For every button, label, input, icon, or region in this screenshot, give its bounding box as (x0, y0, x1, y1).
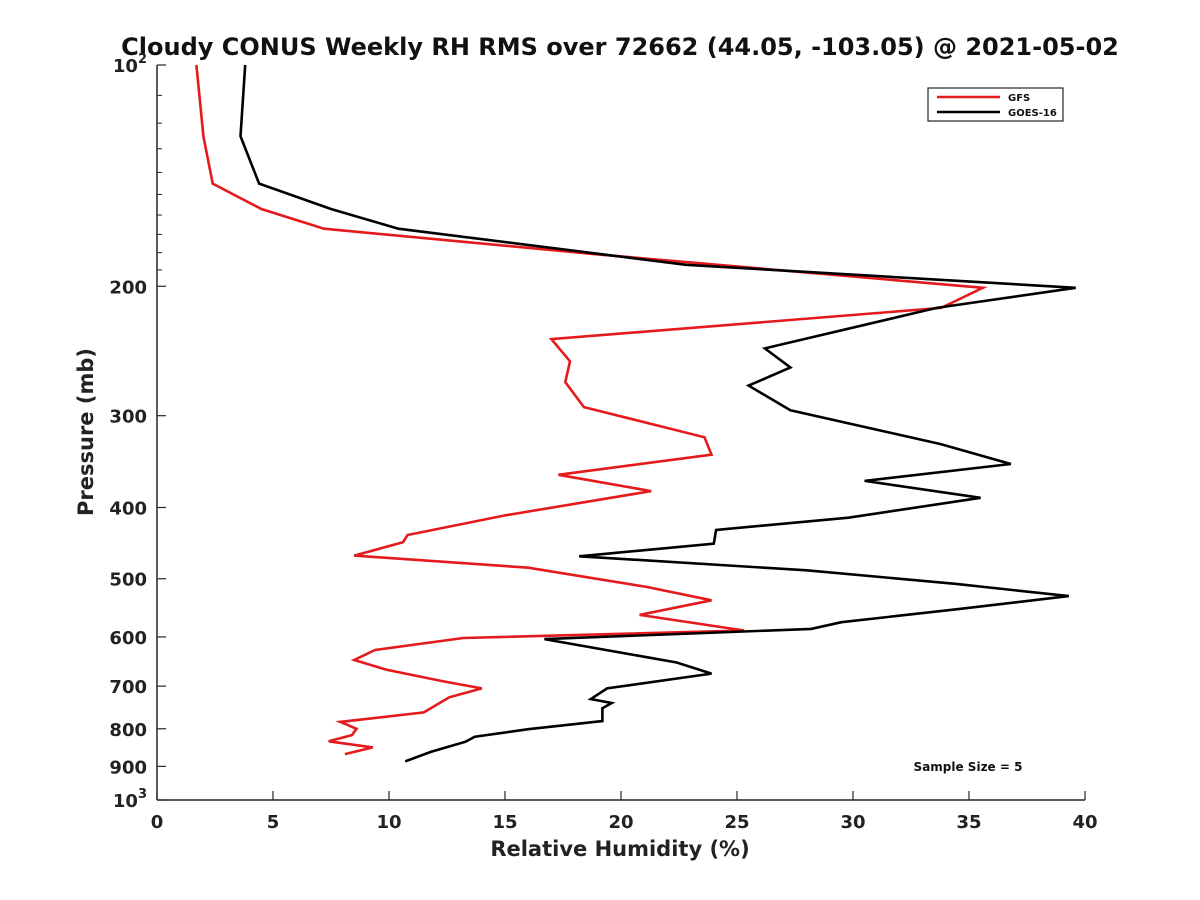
x-tick-label: 40 (1072, 812, 1097, 833)
y-tick-label: 103 (113, 787, 147, 812)
y-tick-label: 600 (109, 628, 147, 649)
x-tick-label: 30 (840, 812, 865, 833)
legend-label: GOES-16 (1008, 108, 1057, 119)
x-tick-label: 10 (376, 812, 401, 833)
legend-label: GFS (1008, 93, 1030, 104)
y-tick-label: 800 (109, 720, 147, 741)
axes: 0 5 10 15 20 25 30 35 40 102 200 300 400 500 600 700 800… (109, 52, 1097, 833)
x-tick-label: 20 (608, 812, 633, 833)
series-layer (195, 64, 1076, 763)
y-axis-label: Pressure (mb) (74, 348, 98, 516)
series-line-gfs (195, 64, 988, 756)
x-tick-label: 35 (956, 812, 981, 833)
x-tick-label: 5 (267, 812, 280, 833)
sample-size-annotation: Sample Size = 5 (914, 760, 1023, 774)
x-tick-label: 15 (492, 812, 517, 833)
legend: GFS GOES-16 (927, 87, 1064, 122)
y-tick-label: 500 (109, 570, 147, 591)
y-tick-label: 300 (109, 407, 147, 428)
y-tick-label: 900 (109, 757, 147, 778)
y-tick-label: 102 (113, 52, 147, 77)
legend-box (927, 87, 1064, 122)
y-tick-label: 700 (109, 677, 147, 698)
y-tick-label: 400 (109, 499, 147, 520)
series-line-goes-16 (239, 64, 1076, 763)
x-tick-label: 25 (724, 812, 749, 833)
chart-title: Cloudy CONUS Weekly RH RMS over 72662 (4… (121, 33, 1119, 61)
y-tick-label: 200 (109, 277, 147, 298)
x-axis-label: Relative Humidity (%) (490, 837, 749, 861)
x-tick-label: 0 (151, 812, 164, 833)
